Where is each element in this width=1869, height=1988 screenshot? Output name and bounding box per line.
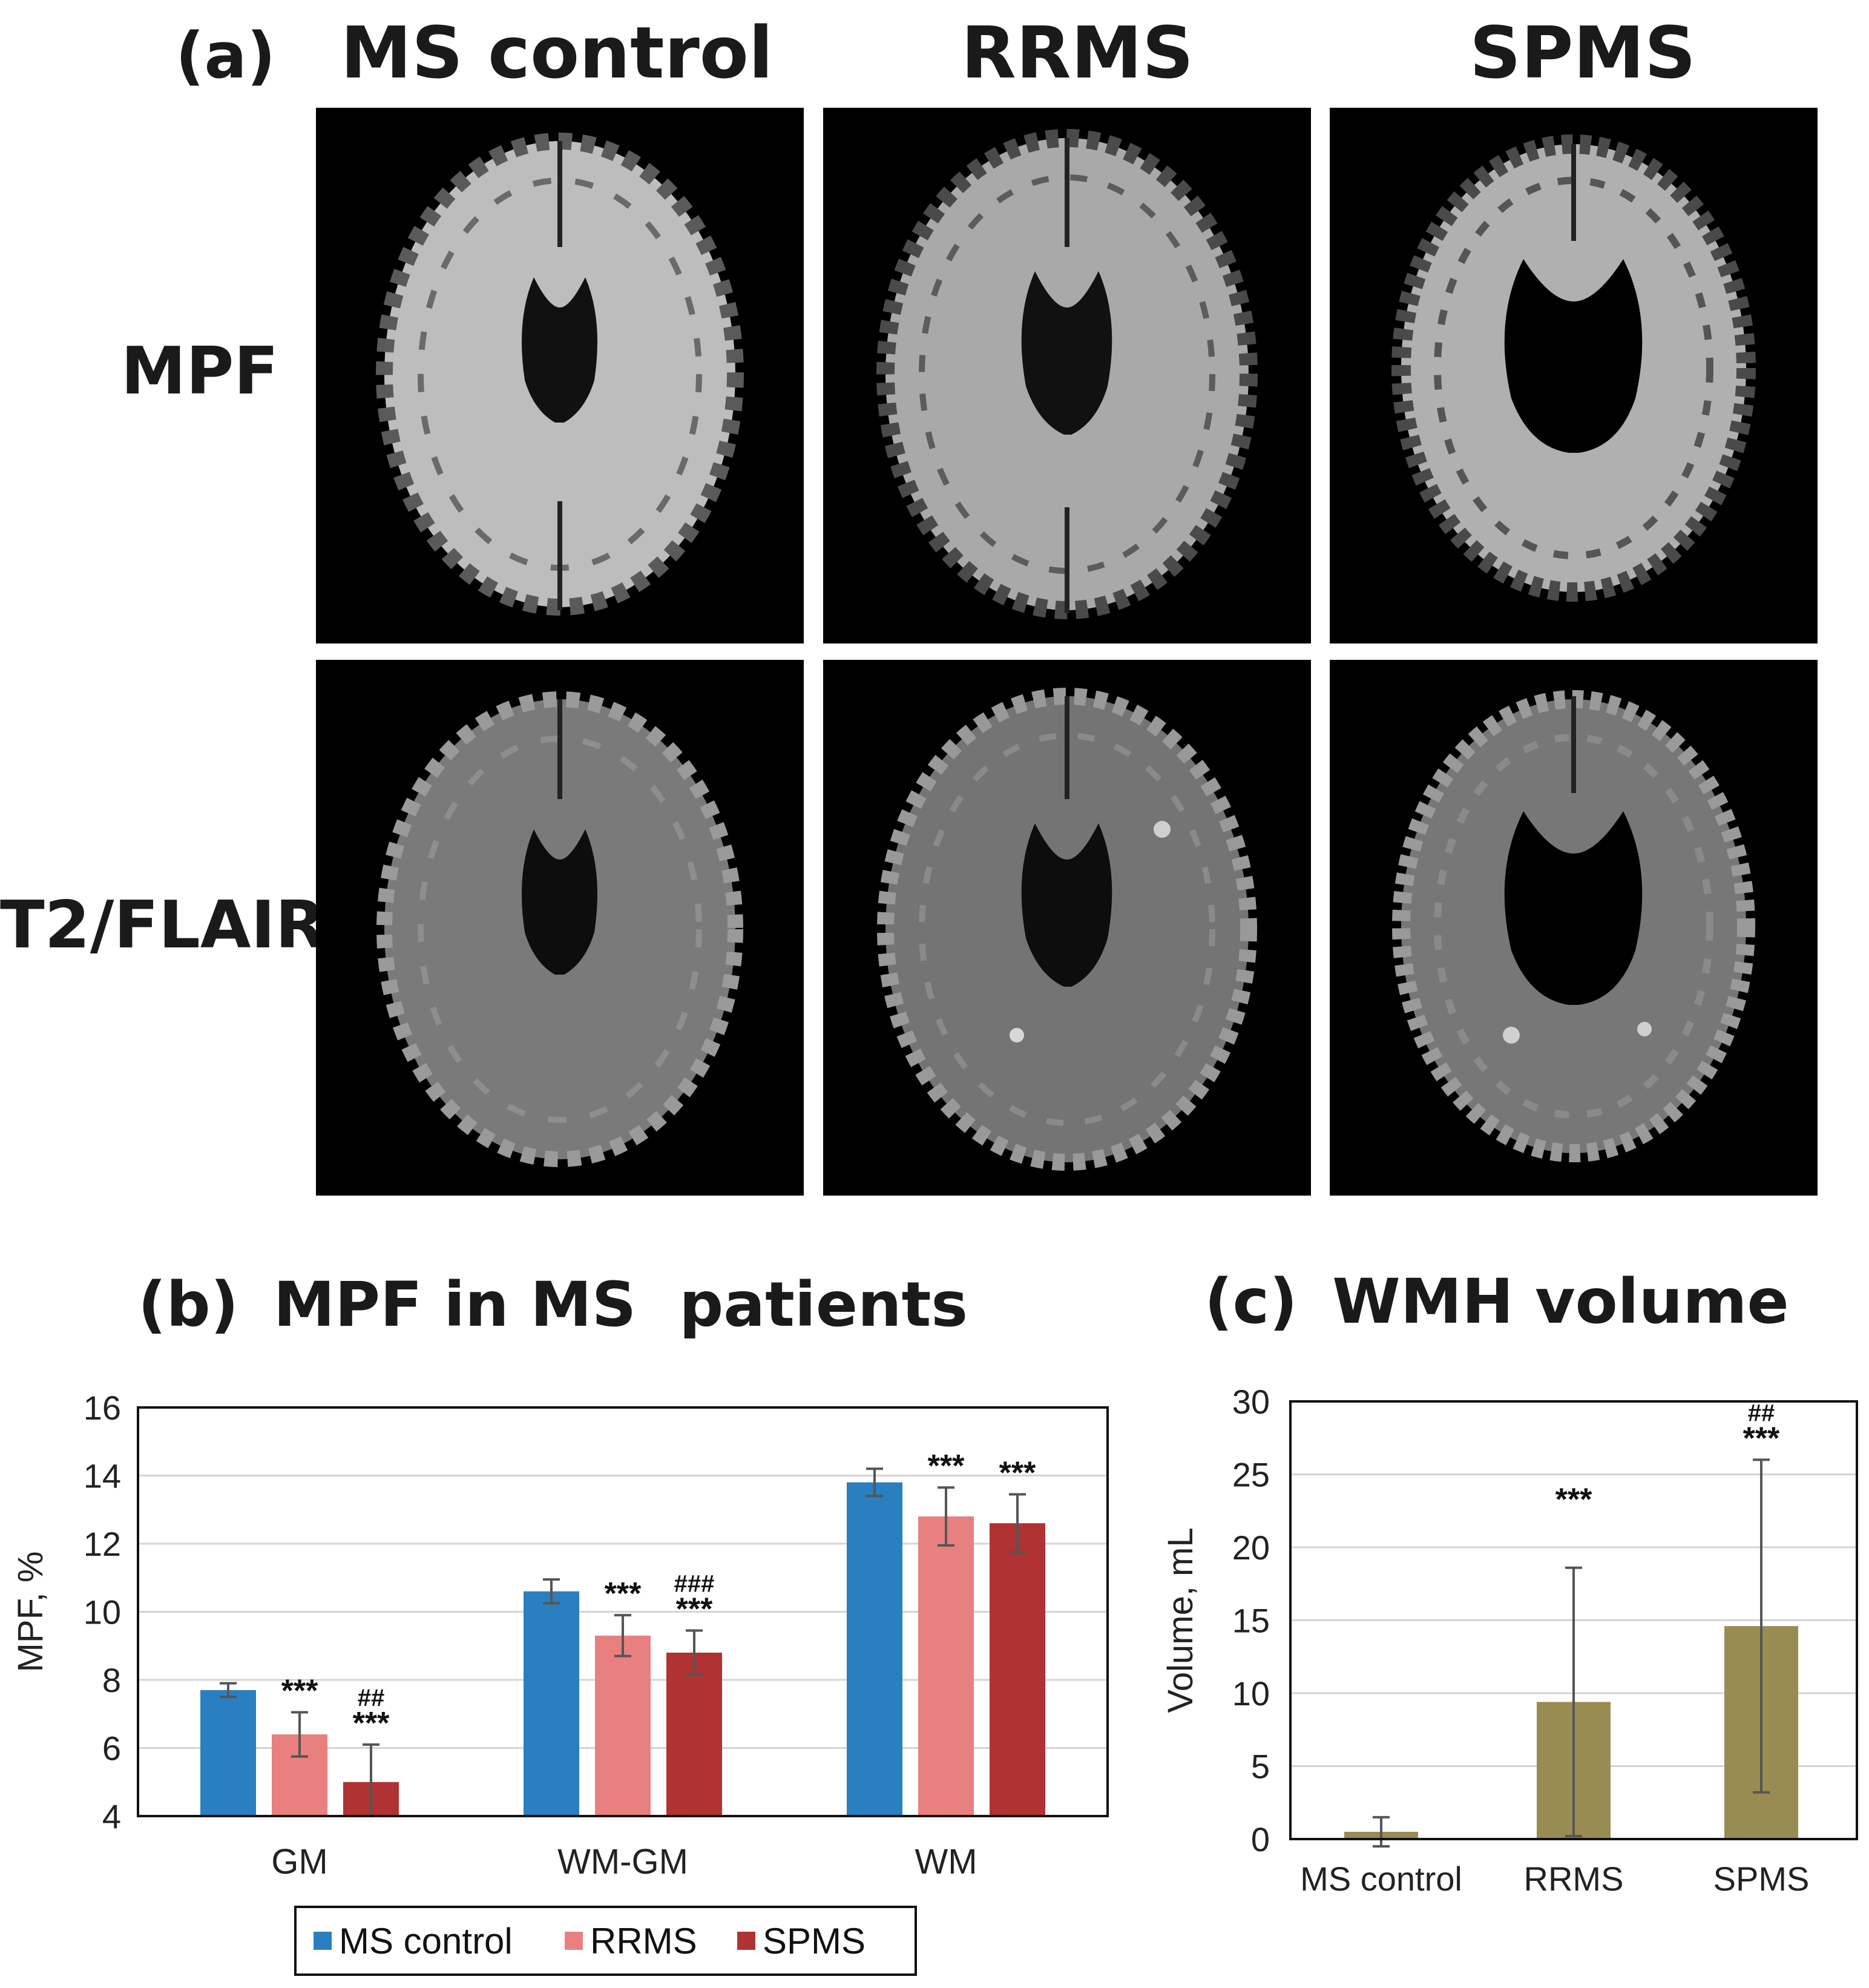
column-header-ms-control: MS control	[340, 11, 774, 94]
panel-b-label: (b)	[138, 1269, 239, 1341]
x-tick-label: SPMS	[1713, 1860, 1810, 1898]
y-tick-label: 10	[1232, 1674, 1270, 1713]
y-tick-label: 15	[1232, 1602, 1270, 1640]
plot-frame	[137, 1406, 1109, 1817]
y-axis-label: Volume, mL	[1161, 1527, 1200, 1713]
significance-label: ***	[605, 1576, 642, 1611]
bar	[918, 1516, 974, 1816]
y-tick-label: 14	[84, 1457, 121, 1495]
x-tick-label: RRMS	[1524, 1860, 1624, 1898]
significance-label: ##	[1748, 1400, 1775, 1426]
x-tick-label: MS control	[1300, 1860, 1462, 1898]
legend-label: SPMS	[763, 1921, 866, 1961]
y-tick-label: 16	[84, 1389, 121, 1427]
bar	[666, 1653, 722, 1816]
mri-mpf-rrms	[823, 108, 1311, 643]
legend-label: RRMS	[590, 1921, 697, 1961]
bar	[990, 1523, 1045, 1816]
x-tick-label: WM	[915, 1842, 977, 1881]
y-tick-label: 10	[84, 1593, 121, 1631]
significance-label: ***	[1743, 1421, 1780, 1456]
y-tick-label: 4	[102, 1797, 121, 1835]
row-header-mpf: MPF	[120, 334, 279, 409]
mri-flair-ms-control	[316, 660, 804, 1196]
legend-swatch	[314, 1932, 332, 1950]
bar	[200, 1690, 256, 1816]
mri-flair-spms	[1330, 660, 1818, 1196]
y-tick-label: 8	[102, 1661, 121, 1699]
y-tick-label: 30	[1232, 1383, 1270, 1421]
panel-c-label: (c)	[1204, 1266, 1298, 1338]
column-header-spms: SPMS	[1470, 11, 1696, 94]
y-tick-label: 25	[1232, 1456, 1270, 1494]
significance-label: ***	[1555, 1483, 1592, 1518]
row-header-t2-flair: T2/FLAIR	[0, 887, 326, 963]
significance-label: ***	[281, 1673, 318, 1708]
y-tick-label: 20	[1232, 1529, 1270, 1567]
plot-frame	[1289, 1400, 1858, 1840]
chart-c-heading: (c) WMH volume	[1204, 1271, 1789, 1333]
panel-a-label: (a)	[176, 19, 276, 93]
x-tick-label: GM	[271, 1842, 327, 1881]
y-axis-label: MPF, %	[11, 1552, 50, 1673]
significance-label: ##	[358, 1685, 385, 1711]
y-tick-label: 12	[84, 1525, 121, 1563]
significance-label: ***	[353, 1706, 390, 1741]
mri-flair-rrms	[823, 660, 1311, 1196]
y-tick-label: 5	[1251, 1748, 1270, 1786]
mri-mpf-spms	[1330, 108, 1818, 643]
significance-label: ***	[928, 1449, 965, 1484]
significance-label: ***	[999, 1455, 1036, 1490]
mri-mpf-ms-control	[316, 108, 804, 643]
y-tick-label: 6	[102, 1730, 121, 1768]
significance-label: ###	[674, 1570, 715, 1597]
legend-label: MS control	[339, 1921, 513, 1961]
bar	[524, 1591, 579, 1816]
significance-label: ***	[676, 1591, 713, 1627]
chart-b-heading: (b) MPF in MS patients	[138, 1274, 968, 1336]
chart-c-title: WMH volume	[1332, 1266, 1789, 1338]
bar	[595, 1635, 651, 1816]
legend-swatch	[565, 1932, 583, 1950]
chart-b-title: MPF in MS patients	[273, 1269, 968, 1341]
y-tick-label: 0	[1251, 1820, 1270, 1858]
x-tick-label: WM-GM	[557, 1842, 688, 1881]
legend-swatch	[737, 1932, 755, 1950]
chart-c: 0 5 10 15 20 25 30 Volume, mL MS control RRMS *** S…	[1161, 1383, 1858, 1898]
column-header-rrms: RRMS	[961, 11, 1194, 94]
legend-box	[294, 1906, 917, 1976]
bar	[847, 1482, 902, 1816]
